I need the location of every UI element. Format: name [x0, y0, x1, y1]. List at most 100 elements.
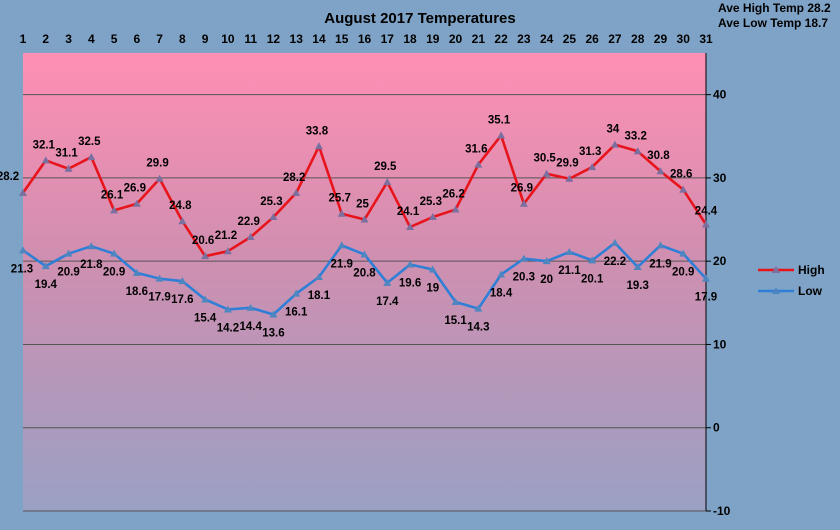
data-point-low — [406, 260, 415, 268]
data-point-high — [633, 147, 642, 155]
data-label-low: 20 — [540, 274, 553, 286]
average-high-stat: Ave High Temp 28.2 — [718, 1, 831, 15]
y-tick-label: 0 — [713, 421, 720, 435]
data-point-high — [679, 185, 688, 193]
data-label-high: 25.3 — [260, 196, 282, 208]
data-label-high: 20.6 — [192, 235, 214, 247]
data-point-high — [155, 174, 164, 182]
data-label-high: 31.3 — [579, 146, 601, 158]
data-point-low — [269, 310, 278, 318]
x-tick-label: 4 — [88, 32, 95, 46]
data-label-low: 17.6 — [171, 294, 193, 306]
x-tick-label: 6 — [133, 32, 140, 46]
data-point-high — [292, 188, 301, 196]
data-point-low — [610, 238, 619, 246]
x-tick-label: 22 — [494, 32, 508, 46]
data-point-low — [497, 270, 506, 278]
y-tick-label: 20 — [713, 254, 727, 268]
gridlines — [23, 94, 706, 512]
data-point-high — [314, 142, 323, 150]
data-label-low: 14.4 — [239, 321, 262, 333]
x-tick-label: 31 — [699, 32, 713, 46]
data-label-low: 19 — [426, 283, 439, 295]
data-label-high: 35.1 — [488, 114, 511, 126]
data-label-low: 20.9 — [57, 267, 79, 279]
x-tick-label: 18 — [403, 32, 417, 46]
data-label-low: 18.1 — [308, 290, 331, 302]
data-point-high — [178, 217, 187, 225]
x-tick-label: 12 — [267, 32, 281, 46]
data-point-high — [497, 131, 506, 139]
data-point-low — [702, 274, 710, 282]
data-label-low: 16.1 — [285, 307, 308, 319]
x-tick-label: 14 — [312, 32, 326, 46]
data-point-high — [201, 252, 210, 260]
data-label-low: 17.9 — [148, 292, 170, 304]
x-tick-label: 10 — [221, 32, 235, 46]
x-tick-label: 27 — [608, 32, 622, 46]
data-label-high: 31.1 — [55, 148, 78, 160]
data-point-low — [64, 249, 73, 257]
data-label-low: 22.2 — [604, 256, 626, 268]
data-label-low: 17.4 — [376, 296, 399, 308]
data-label-high: 31.6 — [465, 144, 487, 156]
data-label-high: 33.2 — [625, 130, 647, 142]
x-tick-label: 28 — [631, 32, 645, 46]
data-point-high — [223, 247, 232, 255]
data-label-low: 19.3 — [627, 280, 649, 292]
legend: High Low — [758, 263, 825, 298]
legend-marker-high — [772, 266, 780, 273]
data-point-high — [64, 164, 73, 172]
data-label-high: 26.9 — [124, 183, 146, 195]
data-labels: 28.232.131.132.526.126.929.924.820.6 21.2… — [0, 114, 718, 339]
data-point-high — [406, 223, 415, 231]
data-label-high: 28.2 — [0, 171, 19, 183]
data-label-high: 29.9 — [146, 158, 168, 170]
data-label-high: 26.9 — [511, 183, 533, 195]
data-label-low: 18.6 — [126, 286, 148, 298]
data-label-low: 21.9 — [649, 258, 671, 270]
data-point-low — [87, 242, 96, 250]
data-point-low — [542, 257, 551, 265]
data-label-low: 13.6 — [262, 327, 284, 339]
data-point-low — [565, 248, 574, 256]
x-tick-label: 29 — [654, 32, 668, 46]
data-label-high: 21.2 — [215, 230, 237, 242]
data-point-low — [633, 263, 642, 271]
data-label-high: 28.6 — [670, 169, 692, 181]
data-point-high — [360, 215, 369, 223]
data-point-high — [269, 213, 278, 221]
data-point-low — [110, 249, 119, 257]
data-point-high — [383, 178, 392, 186]
data-label-low: 15.1 — [444, 315, 467, 327]
data-label-low: 19.4 — [35, 279, 58, 291]
data-point-high — [451, 205, 460, 213]
data-point-low — [337, 241, 346, 249]
data-label-high: 24.1 — [397, 206, 420, 218]
data-label-low: 20.8 — [353, 268, 376, 280]
data-point-low — [679, 249, 688, 257]
x-tick-label: 2 — [42, 32, 49, 46]
data-point-high — [565, 174, 574, 182]
data-point-high — [702, 220, 710, 228]
data-label-high: 25.7 — [329, 193, 351, 205]
data-point-high — [474, 160, 483, 168]
legend-label-high: High — [798, 263, 825, 277]
data-label-low: 19.6 — [399, 278, 421, 290]
x-tick-label: 25 — [563, 32, 577, 46]
data-label-high: 32.5 — [78, 136, 101, 148]
data-label-high: 30.8 — [647, 150, 670, 162]
data-label-low: 21.9 — [331, 258, 353, 270]
data-label-high: 26.2 — [442, 189, 464, 201]
x-tick-label: 5 — [111, 32, 118, 46]
x-tick-label: 16 — [358, 32, 372, 46]
x-tick-label: 21 — [472, 32, 486, 46]
y-tick-label: 10 — [713, 337, 727, 351]
data-label-high: 30.5 — [533, 153, 556, 165]
data-point-high — [19, 188, 27, 196]
data-label-low: 20.1 — [581, 273, 604, 285]
y-tick-label: 40 — [713, 88, 727, 102]
data-point-low — [451, 297, 460, 305]
